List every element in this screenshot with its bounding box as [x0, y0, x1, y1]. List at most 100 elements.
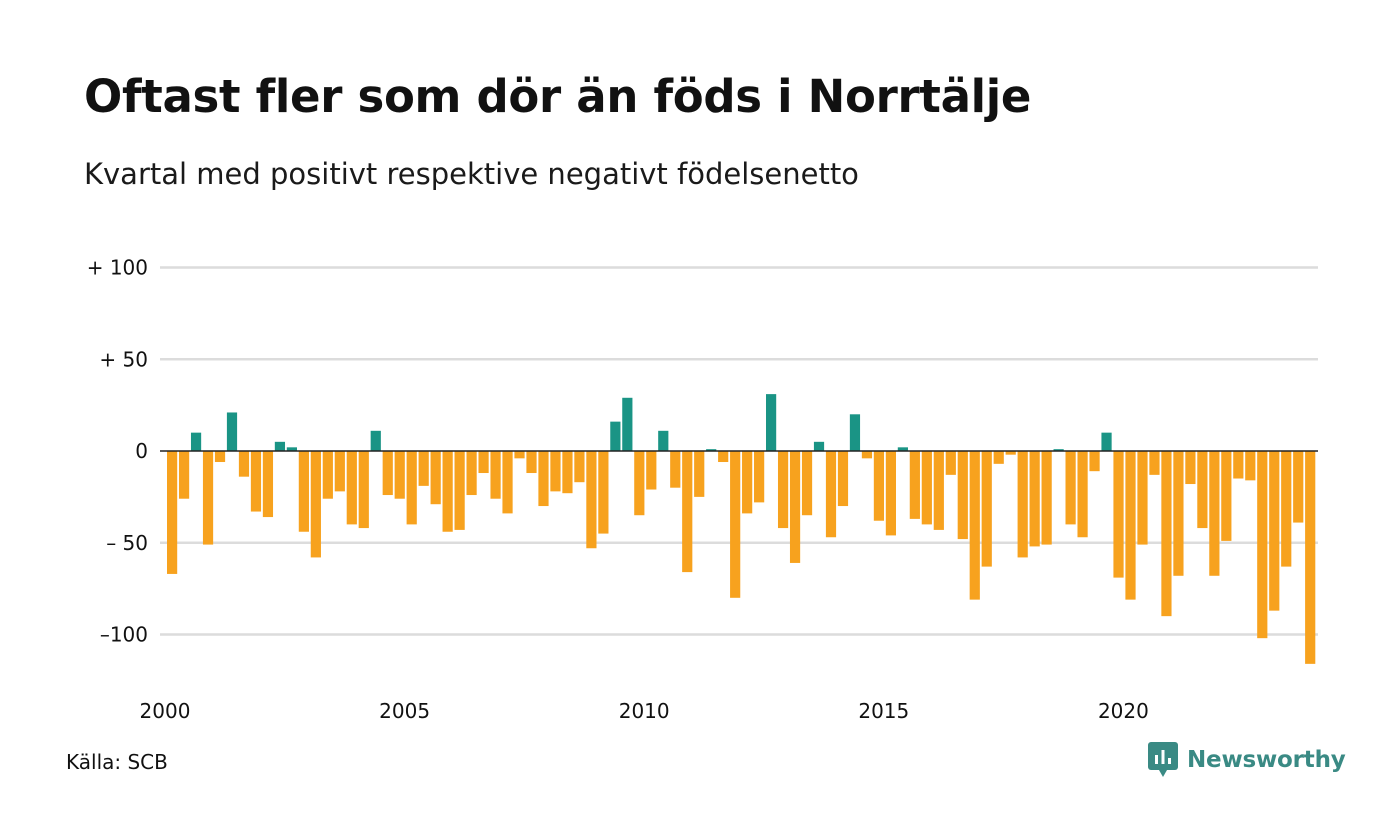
chart-title: Oftast fler som dör än föds i Norrtälje [84, 70, 1032, 123]
bar [993, 451, 1004, 464]
bar [933, 451, 944, 530]
bar [825, 451, 837, 538]
bar [310, 451, 321, 558]
bar [406, 451, 417, 525]
bar [1293, 451, 1304, 523]
bar [466, 451, 477, 496]
bar [1305, 451, 1316, 664]
bar [1137, 451, 1148, 545]
bar [945, 451, 956, 475]
bar [1065, 451, 1076, 525]
y-tick-label: 0 [135, 439, 148, 463]
x-tick-label: 2015 [858, 699, 909, 723]
bar [682, 451, 693, 573]
bar [334, 451, 345, 492]
bar [1113, 451, 1124, 578]
bar [1161, 451, 1172, 617]
bar [1185, 451, 1196, 485]
bar [538, 451, 549, 507]
bar [1077, 451, 1088, 538]
bar [909, 451, 920, 519]
bar [1041, 451, 1052, 545]
bar [598, 451, 609, 534]
bar [1149, 451, 1160, 475]
bar [454, 451, 465, 530]
bar [1173, 451, 1184, 576]
bar [202, 451, 214, 545]
bar [694, 451, 705, 497]
bar [670, 451, 681, 488]
bar [861, 451, 873, 459]
bar [957, 451, 968, 540]
bar [322, 451, 333, 499]
bar [1029, 451, 1040, 547]
bar [250, 451, 262, 512]
bar [1005, 451, 1016, 455]
bar [1053, 449, 1064, 451]
bar [658, 430, 669, 451]
bar [382, 451, 393, 496]
bar [167, 451, 178, 574]
bar [490, 451, 501, 499]
bar [562, 451, 573, 494]
bar [646, 451, 657, 490]
bar [610, 421, 621, 451]
bar [1089, 451, 1100, 472]
y-tick-label: – 50 [106, 531, 148, 555]
bar [622, 397, 633, 451]
bar [226, 412, 238, 451]
y-tick-label: + 100 [87, 256, 148, 280]
source-note: Källa: SCB [66, 750, 168, 774]
bar [706, 449, 717, 451]
bar [1101, 432, 1112, 451]
bar [478, 451, 489, 474]
bar [1209, 451, 1220, 576]
bar [849, 414, 861, 451]
bar [742, 451, 753, 514]
brand[interactable]: Newsworthy [1148, 742, 1346, 778]
bar [526, 451, 537, 474]
bar [777, 451, 789, 529]
bar [346, 451, 357, 525]
brand-name: Newsworthy [1187, 747, 1346, 773]
bar [574, 451, 585, 483]
x-tick-label: 2010 [619, 699, 670, 723]
bar [274, 441, 286, 451]
bar [262, 451, 274, 518]
bar [370, 430, 381, 451]
axis-labels: + 100 + 50 0 – 50 –100 2000 2005 2010 2015 2020 [87, 256, 1149, 724]
bar [754, 451, 765, 503]
bar [1257, 451, 1268, 639]
bar [837, 451, 849, 507]
bar [873, 451, 885, 521]
bar [442, 451, 453, 532]
bar [1245, 451, 1256, 481]
bar [430, 451, 441, 505]
bar [502, 451, 513, 514]
bar [1017, 451, 1028, 558]
bar [634, 451, 645, 516]
y-tick-label: –100 [100, 623, 148, 647]
x-tick-label: 2020 [1098, 699, 1149, 723]
bar-chart: + 100 + 50 0 – 50 –100 2000 2005 2010 2015 2020 [87, 256, 1318, 724]
bar [514, 451, 525, 459]
x-tick-label: 2005 [379, 699, 430, 723]
bar [789, 451, 801, 563]
bar [1221, 451, 1232, 541]
bar [730, 451, 741, 598]
bar [586, 451, 597, 549]
x-tick-label: 2000 [140, 699, 191, 723]
bar [813, 441, 825, 451]
bar [801, 451, 813, 516]
bar [238, 451, 250, 477]
y-tick-label: + 50 [99, 347, 148, 371]
bar [766, 394, 777, 451]
bar [550, 451, 561, 492]
bar [1269, 451, 1280, 611]
bar [286, 447, 297, 451]
bar [718, 451, 729, 463]
bar [969, 451, 980, 600]
bar [885, 451, 896, 536]
chart-subtitle: Kvartal med positivt respektive negativt… [84, 157, 859, 191]
bar [981, 451, 992, 567]
